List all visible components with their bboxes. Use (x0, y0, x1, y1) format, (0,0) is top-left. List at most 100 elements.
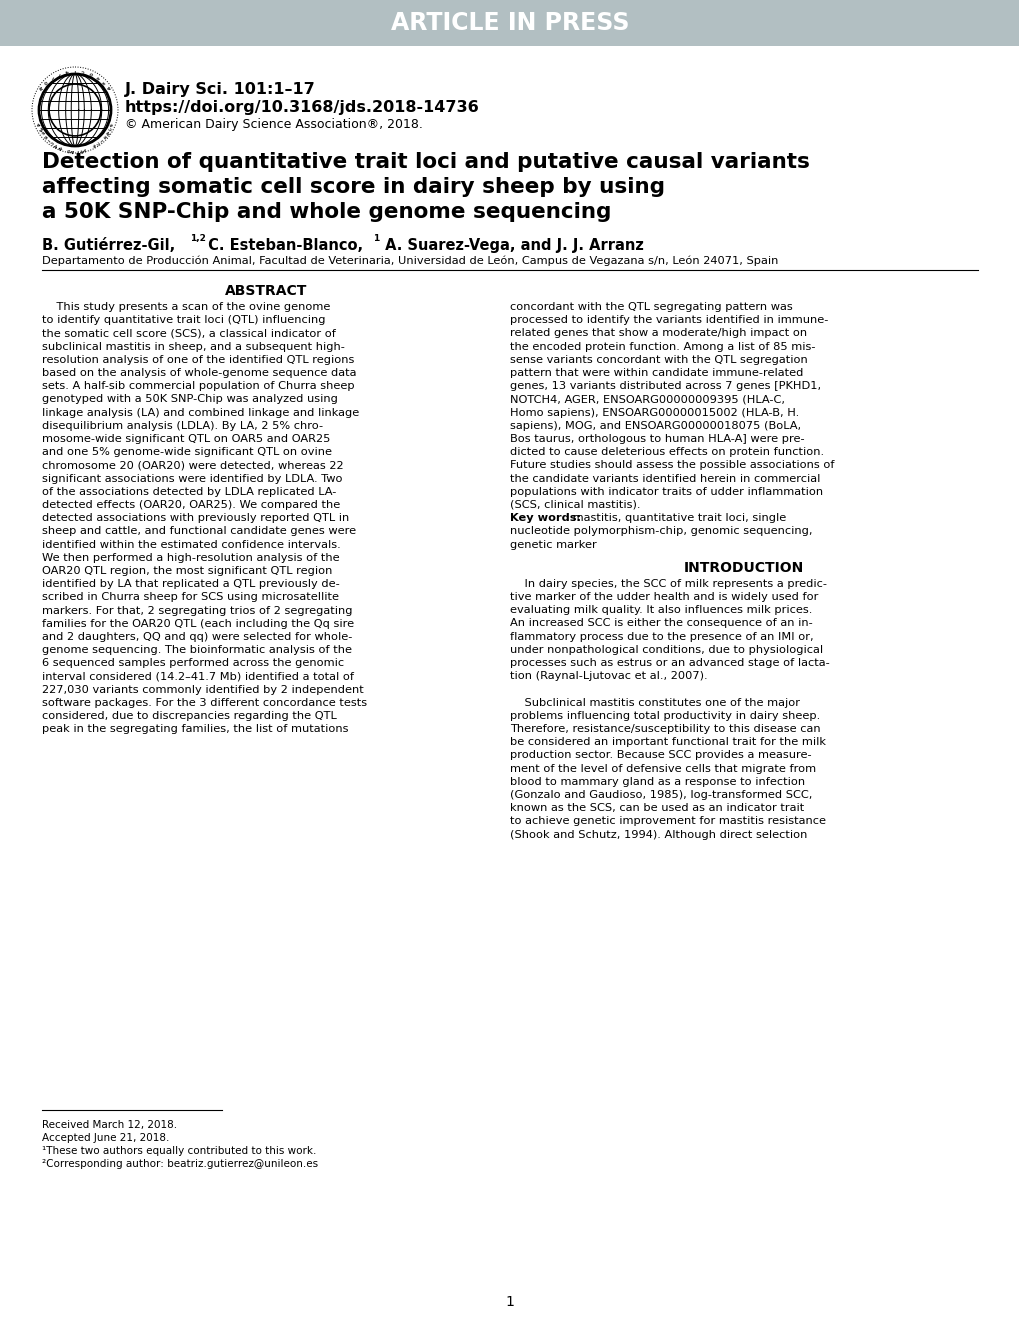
Text: of the associations detected by LDLA replicated LA-: of the associations detected by LDLA rep… (42, 487, 336, 496)
Text: ¹These two authors equally contributed to this work.: ¹These two authors equally contributed t… (42, 1146, 316, 1156)
Text: (Gonzalo and Gaudioso, 1985), log-transformed SCC,: (Gonzalo and Gaudioso, 1985), log-transf… (510, 789, 811, 800)
Text: © American Dairy Science Association®, 2018.: © American Dairy Science Association®, 2… (125, 117, 423, 131)
Text: production sector. Because SCC provides a measure-: production sector. Because SCC provides … (510, 750, 811, 760)
Text: I: I (51, 74, 55, 78)
Text: I: I (101, 137, 104, 141)
Text: genetic marker: genetic marker (510, 540, 596, 549)
Text: C: C (97, 140, 101, 145)
Text: In dairy species, the SCC of milk represents a predic-: In dairy species, the SCC of milk repres… (510, 578, 826, 589)
Text: https://doi.org/10.3168/jds.2018-14736: https://doi.org/10.3168/jds.2018-14736 (125, 100, 479, 115)
Text: S: S (93, 143, 97, 147)
Text: mastitis, quantitative trait loci, single: mastitis, quantitative trait loci, singl… (569, 513, 786, 523)
Text: E: E (39, 129, 44, 135)
Text: R: R (42, 133, 47, 139)
Text: interval considered (14.2–41.7 Mb) identified a total of: interval considered (14.2–41.7 Mb) ident… (42, 672, 354, 681)
Text: affecting somatic cell score in dairy sheep by using: affecting somatic cell score in dairy sh… (42, 177, 664, 197)
Text: software packages. For the 3 different concordance tests: software packages. For the 3 different c… (42, 698, 367, 708)
Text: processed to identify the variants identified in immune-: processed to identify the variants ident… (510, 315, 827, 325)
Text: N: N (40, 84, 45, 90)
Text: T: T (58, 70, 62, 75)
Text: processes such as estrus or an advanced stage of lacta-: processes such as estrus or an advanced … (510, 657, 828, 668)
Text: 227,030 variants commonly identified by 2 independent: 227,030 variants commonly identified by … (42, 685, 364, 694)
Text: I: I (74, 69, 75, 73)
Text: nucleotide polymorphism-chip, genomic sequencing,: nucleotide polymorphism-chip, genomic se… (510, 527, 812, 536)
Text: C. Esteban-Blanco,: C. Esteban-Blanco, (203, 238, 363, 253)
Text: An increased SCC is either the consequence of an in-: An increased SCC is either the consequen… (510, 618, 812, 628)
Text: concordant with the QTL segregating pattern was: concordant with the QTL segregating patt… (510, 302, 792, 312)
Text: mosome-wide significant QTL on OAR5 and OAR25: mosome-wide significant QTL on OAR5 and … (42, 434, 330, 444)
Text: sense variants concordant with the QTL segregation: sense variants concordant with the QTL s… (510, 355, 807, 364)
Text: resolution analysis of one of the identified QTL regions: resolution analysis of one of the identi… (42, 355, 354, 364)
Text: populations with indicator traits of udder inflammation: populations with indicator traits of udd… (510, 487, 822, 496)
Text: Received March 12, 2018.: Received March 12, 2018. (42, 1119, 177, 1130)
Text: 6 sequenced samples performed across the genomic: 6 sequenced samples performed across the… (42, 659, 343, 668)
Text: scribed in Churra sheep for SCS using microsatellite: scribed in Churra sheep for SCS using mi… (42, 593, 338, 602)
Text: B. Gutiérrez-Gil,: B. Gutiérrez-Gil, (42, 238, 175, 253)
Text: I: I (46, 137, 49, 141)
Text: A: A (53, 143, 57, 148)
Text: M: M (37, 125, 42, 131)
Text: Therefore, resistance/susceptibility to this disease can: Therefore, resistance/susceptibility to … (510, 723, 820, 734)
Text: dicted to cause deleterious effects on protein function.: dicted to cause deleterious effects on p… (510, 447, 823, 457)
Text: genotyped with a 50K SNP-Chip was analyzed using: genotyped with a 50K SNP-Chip was analyz… (42, 395, 337, 404)
Text: C: C (81, 69, 85, 73)
Text: INTRODUCTION: INTRODUCTION (683, 561, 803, 574)
Text: tive marker of the udder health and is widely used for: tive marker of the udder health and is w… (510, 591, 817, 602)
Text: (Shook and Schutz, 1994). Although direct selection: (Shook and Schutz, 1994). Although direc… (510, 829, 807, 840)
Text: known as the SCS, can be used as an indicator trait: known as the SCS, can be used as an indi… (510, 803, 803, 813)
Text: E: E (103, 133, 108, 139)
Text: A: A (105, 84, 110, 90)
Bar (0, 0, 1019, 46)
Text: 1: 1 (373, 234, 379, 243)
Text: (SCS, clinical mastitis).: (SCS, clinical mastitis). (510, 500, 640, 510)
Text: and one 5% genome-wide significant QTL on ovine: and one 5% genome-wide significant QTL o… (42, 447, 331, 457)
Text: O: O (88, 70, 93, 75)
Text: a 50K SNP-Chip and whole genome sequencing: a 50K SNP-Chip and whole genome sequenci… (42, 202, 610, 222)
Text: Accepted June 21, 2018.: Accepted June 21, 2018. (42, 1133, 169, 1143)
Text: A: A (35, 121, 40, 125)
Text: the candidate variants identified herein in commercial: the candidate variants identified herein… (510, 474, 819, 483)
Text: genome sequencing. The bioinformatic analysis of the: genome sequencing. The bioinformatic ana… (42, 645, 352, 655)
Text: blood to mammary gland as a response to infection: blood to mammary gland as a response to … (510, 776, 804, 787)
Text: pattern that were within candidate immune-related: pattern that were within candidate immun… (510, 368, 803, 378)
Text: disequilibrium analysis (LDLA). By LA, 2 5% chro-: disequilibrium analysis (LDLA). By LA, 2… (42, 421, 323, 430)
Text: to identify quantitative trait loci (QTL) influencing: to identify quantitative trait loci (QTL… (42, 315, 325, 325)
Text: based on the analysis of whole-genome sequence data: based on the analysis of whole-genome se… (42, 368, 357, 378)
Text: the somatic cell score (SCS), a classical indicator of: the somatic cell score (SCS), a classica… (42, 329, 335, 338)
Text: NOTCH4, AGER, ENSOARG00000009395 (HLA-C,: NOTCH4, AGER, ENSOARG00000009395 (HLA-C, (510, 395, 785, 404)
Text: I: I (76, 148, 78, 152)
Text: detected associations with previously reported QTL in: detected associations with previously re… (42, 513, 348, 523)
Text: 1: 1 (505, 1295, 514, 1309)
Text: 1,2: 1,2 (190, 234, 206, 243)
Text: subclinical mastitis in sheep, and a subsequent high-: subclinical mastitis in sheep, and a sub… (42, 342, 344, 351)
Text: Subclinical mastitis constitutes one of the major: Subclinical mastitis constitutes one of … (510, 697, 799, 708)
Text: N: N (57, 144, 61, 149)
Text: considered, due to discrepancies regarding the QTL: considered, due to discrepancies regardi… (42, 711, 336, 721)
Text: problems influencing total productivity in dairy sheep.: problems influencing total productivity … (510, 710, 819, 721)
Text: Homo sapiens), ENSOARG00000015002 (HLA-B, H.: Homo sapiens), ENSOARG00000015002 (HLA-B… (510, 408, 799, 417)
Text: J. Dairy Sci. 101:1–17: J. Dairy Sci. 101:1–17 (125, 82, 316, 96)
Text: evaluating milk quality. It also influences milk prices.: evaluating milk quality. It also influen… (510, 605, 811, 615)
Text: N: N (106, 129, 111, 135)
Text: identified by LA that replicated a QTL previously de-: identified by LA that replicated a QTL p… (42, 579, 339, 589)
Text: chromosome 20 (OAR20) were detected, whereas 22: chromosome 20 (OAR20) were detected, whe… (42, 461, 343, 470)
Text: ARTICLE IN PRESS: ARTICLE IN PRESS (390, 11, 629, 36)
Text: flammatory process due to the presence of an IMI or,: flammatory process due to the presence o… (510, 631, 813, 642)
Text: O: O (45, 78, 50, 84)
Text: S: S (95, 74, 99, 79)
Text: linkage analysis (LA) and combined linkage and linkage: linkage analysis (LA) and combined linka… (42, 408, 359, 417)
Text: Departamento de Producción Animal, Facultad de Veterinaria, Universidad de León,: Departamento de Producción Animal, Facul… (42, 256, 777, 267)
Text: This study presents a scan of the ovine genome: This study presents a scan of the ovine … (42, 302, 330, 312)
Text: S: S (100, 79, 105, 83)
Text: D: D (66, 147, 70, 152)
Text: R: R (79, 147, 84, 152)
Text: C: C (49, 140, 53, 145)
Text: E: E (110, 121, 115, 125)
Text: Future studies should assess the possible associations of: Future studies should assess the possibl… (510, 461, 834, 470)
Text: under nonpathological conditions, due to physiological: under nonpathological conditions, due to… (510, 644, 822, 655)
Text: ABSTRACT: ABSTRACT (224, 284, 307, 298)
Text: We then performed a high-resolution analysis of the: We then performed a high-resolution anal… (42, 553, 339, 562)
Text: peak in the segregating families, the list of mutations: peak in the segregating families, the li… (42, 725, 348, 734)
Text: OAR20 QTL region, the most significant QTL region: OAR20 QTL region, the most significant Q… (42, 566, 332, 576)
Text: ment of the level of defensive cells that migrate from: ment of the level of defensive cells tha… (510, 763, 815, 774)
